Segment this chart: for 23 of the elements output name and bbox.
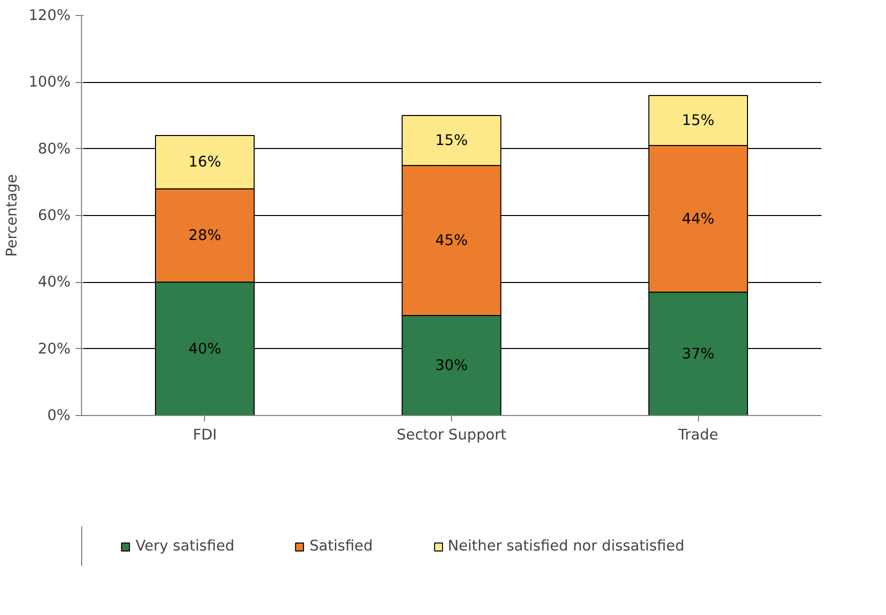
y-tick-label: 40% [38, 274, 71, 291]
y-tick-label: 0% [47, 407, 71, 424]
x-tick-label: Trade [677, 426, 718, 444]
y-tick-label: 20% [38, 340, 71, 358]
x-tick-label: FDI [192, 426, 217, 444]
data-label: 44% [682, 210, 715, 228]
data-label: 15% [682, 112, 715, 129]
y-tick-label: 80% [38, 140, 71, 158]
legend-label: Satisfied [309, 538, 373, 554]
data-label: 16% [188, 154, 222, 171]
legend-label: Neither satisfied nor dissatisfied [448, 538, 684, 554]
data-label: 30% [435, 357, 468, 374]
y-axis-title: Percentage [4, 174, 21, 257]
y-tick-label: 60% [38, 207, 71, 224]
x-tick-label: Sector Support [396, 426, 507, 444]
data-label: 37% [682, 345, 715, 362]
legend-label: Very satisfied [136, 538, 234, 554]
data-label: 45% [435, 232, 468, 249]
y-tick-label: 120% [28, 7, 71, 24]
data-label: 40% [188, 340, 222, 358]
y-tick-label: 100% [28, 74, 71, 91]
data-label: 28% [188, 227, 222, 244]
data-label: 15% [435, 132, 468, 149]
